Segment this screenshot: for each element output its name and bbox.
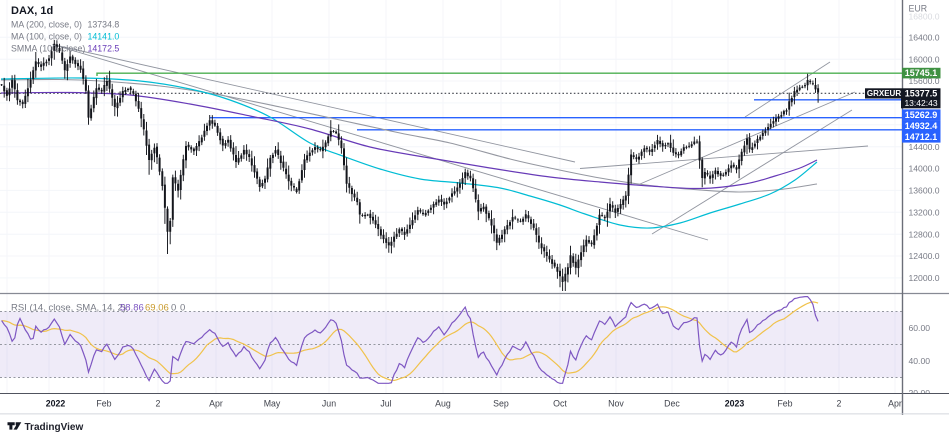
svg-text:Dec: Dec xyxy=(664,398,680,408)
svg-text:Feb: Feb xyxy=(777,398,792,408)
svg-text:40.00: 40.00 xyxy=(909,356,931,366)
svg-text:Jul: Jul xyxy=(380,398,391,408)
svg-text:69.06: 69.06 xyxy=(145,303,169,314)
svg-text:20.00: 20.00 xyxy=(909,388,931,398)
svg-text:15262.9: 15262.9 xyxy=(905,110,938,120)
svg-text:Nov: Nov xyxy=(608,398,624,408)
svg-text:0: 0 xyxy=(180,303,185,314)
svg-text:15377.5: 15377.5 xyxy=(905,88,938,98)
svg-text:14141.0: 14141.0 xyxy=(88,32,120,42)
svg-text:15600.0: 15600.0 xyxy=(909,76,940,86)
svg-text:12400.0: 12400.0 xyxy=(909,251,940,261)
svg-text:DAX, 1d: DAX, 1d xyxy=(11,5,53,17)
svg-text:12800.0: 12800.0 xyxy=(909,229,940,239)
svg-text:12000.0: 12000.0 xyxy=(909,273,940,283)
svg-text:2023: 2023 xyxy=(725,398,745,408)
svg-text:14932.4: 14932.4 xyxy=(905,121,938,131)
svg-text:TradingView: TradingView xyxy=(25,422,84,433)
svg-text:RSI (14, close, SMA, 14, 2): RSI (14, close, SMA, 14, 2) xyxy=(11,303,126,314)
svg-text:Sep: Sep xyxy=(493,398,509,408)
svg-text:Jun: Jun xyxy=(322,398,336,408)
svg-text:Apr: Apr xyxy=(209,398,223,408)
svg-text:May: May xyxy=(264,398,281,408)
svg-text:16800.0: 16800.0 xyxy=(909,12,940,22)
svg-text:2: 2 xyxy=(156,398,161,408)
svg-text:Oct: Oct xyxy=(553,398,567,408)
svg-text:13200.0: 13200.0 xyxy=(909,208,940,218)
svg-text:13600.0: 13600.0 xyxy=(909,186,940,196)
svg-text:14400.0: 14400.0 xyxy=(909,142,940,152)
svg-text:60.00: 60.00 xyxy=(909,323,931,333)
svg-text:14712.1: 14712.1 xyxy=(905,132,938,142)
svg-text:16400.0: 16400.0 xyxy=(909,33,940,43)
svg-text:58.86: 58.86 xyxy=(120,303,144,314)
svg-text:SMMA (100, close): SMMA (100, close) xyxy=(11,44,85,54)
svg-text:Apr: Apr xyxy=(888,398,902,408)
svg-text:MA (100, close, 0): MA (100, close, 0) xyxy=(11,32,82,42)
svg-text:15745.1: 15745.1 xyxy=(905,68,938,78)
svg-text:2: 2 xyxy=(837,398,842,408)
svg-text:0: 0 xyxy=(171,303,176,314)
svg-text:Feb: Feb xyxy=(96,398,111,408)
svg-text:13734.8: 13734.8 xyxy=(88,20,120,30)
svg-text:MA (200, close, 0): MA (200, close, 0) xyxy=(11,20,82,30)
svg-text:14000.0: 14000.0 xyxy=(909,164,940,174)
svg-text:13:42:43: 13:42:43 xyxy=(904,98,937,108)
svg-text:EUR: EUR xyxy=(909,4,928,14)
svg-text:Aug: Aug xyxy=(435,398,451,408)
svg-text:GRXEUR: GRXEUR xyxy=(867,89,901,98)
svg-text:16000.0: 16000.0 xyxy=(909,54,940,64)
svg-text:14172.5: 14172.5 xyxy=(88,44,120,54)
svg-text:2022: 2022 xyxy=(46,398,66,408)
